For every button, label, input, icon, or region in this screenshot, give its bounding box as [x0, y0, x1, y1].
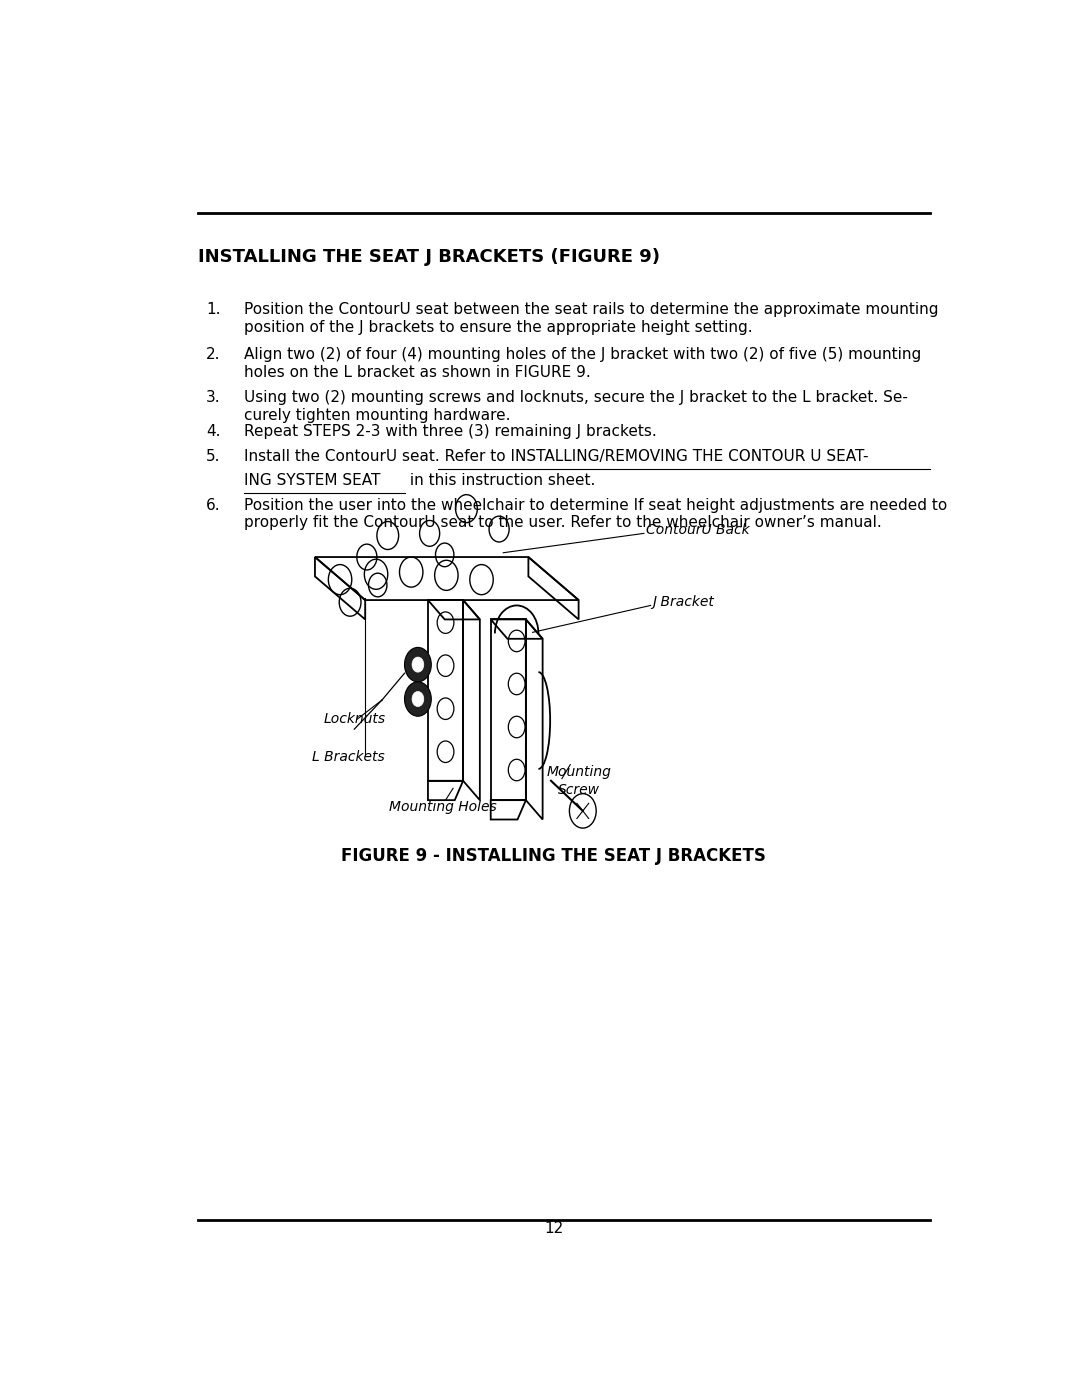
Text: Mounting: Mounting	[546, 764, 611, 778]
Text: Mounting Holes: Mounting Holes	[389, 800, 497, 814]
Text: Position the user into the wheelchair to determine If seat height adjustments ar: Position the user into the wheelchair to…	[244, 497, 947, 531]
Text: 5.: 5.	[206, 450, 220, 464]
Text: Screw: Screw	[557, 782, 599, 796]
Text: L Brackets: L Brackets	[312, 750, 386, 764]
Circle shape	[405, 647, 431, 682]
Circle shape	[405, 682, 431, 717]
Text: 4.: 4.	[206, 423, 220, 439]
Text: Position the ContourU seat between the seat rails to determine the approximate m: Position the ContourU seat between the s…	[244, 302, 939, 334]
Text: ING SYSTEM SEAT: ING SYSTEM SEAT	[244, 474, 380, 488]
Text: FIGURE 9 - INSTALLING THE SEAT J BRACKETS: FIGURE 9 - INSTALLING THE SEAT J BRACKET…	[341, 848, 766, 866]
Text: 1.: 1.	[206, 302, 220, 317]
Text: 3.: 3.	[206, 390, 220, 405]
Text: in this instruction sheet.: in this instruction sheet.	[405, 474, 596, 488]
Text: Align two (2) of four (4) mounting holes of the J bracket with two (2) of five (: Align two (2) of four (4) mounting holes…	[244, 348, 921, 380]
Text: Install the ContourU seat. Refer to INSTALLING/REMOVING THE CONTOUR U SEAT-: Install the ContourU seat. Refer to INST…	[244, 450, 868, 464]
Text: Using two (2) mounting screws and locknuts, secure the J bracket to the L bracke: Using two (2) mounting screws and locknu…	[244, 390, 907, 423]
Text: Locknuts: Locknuts	[323, 712, 386, 726]
Text: Repeat STEPS 2-3 with three (3) remaining J brackets.: Repeat STEPS 2-3 with three (3) remainin…	[244, 423, 657, 439]
Circle shape	[413, 692, 423, 707]
Text: 2.: 2.	[206, 348, 220, 362]
Circle shape	[413, 657, 423, 672]
Text: 6.: 6.	[206, 497, 220, 513]
Text: INSTALLING THE SEAT J BRACKETS (FIGURE 9): INSTALLING THE SEAT J BRACKETS (FIGURE 9…	[198, 249, 660, 267]
Text: 12: 12	[544, 1221, 563, 1236]
Text: J Bracket: J Bracket	[652, 595, 714, 609]
Text: ContourU Back: ContourU Back	[646, 522, 750, 538]
